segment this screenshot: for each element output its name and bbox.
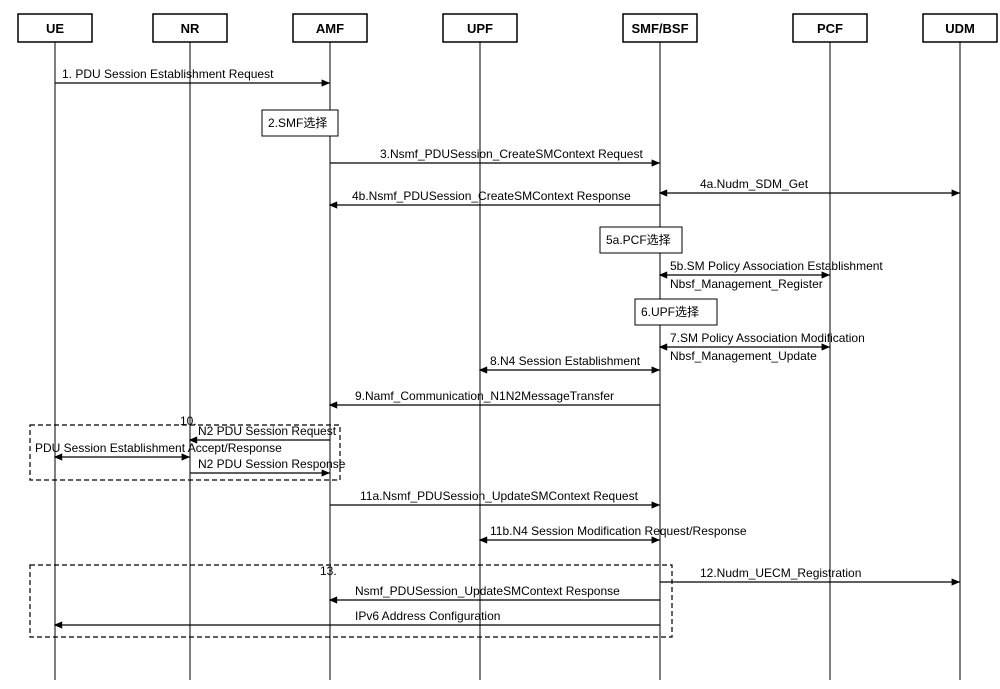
message-m4a: 4a.Nudm_SDM_Get [660, 177, 960, 193]
participant-UE: UE [18, 14, 92, 42]
message-label-m7b: Nbsf_Management_Update [670, 349, 817, 363]
participant-PCF: PCF [793, 14, 867, 42]
participant-NR: NR [153, 14, 227, 42]
message-m11b: 11b.N4 Session Modification Request/Resp… [480, 524, 747, 540]
message-m7b: Nbsf_Management_Update [670, 349, 817, 363]
participant-label-UPF: UPF [467, 21, 493, 36]
note-label-n2: 2.SMF选择 [268, 116, 327, 130]
message-label-m5b2: Nbsf_Management_Register [670, 277, 823, 291]
message-label-m7a: 7.SM Policy Association Modification [670, 331, 865, 345]
message-m11a: 11a.Nsmf_PDUSession_UpdateSMContext Requ… [330, 489, 660, 505]
message-m5b1: 5b.SM Policy Association Establishment [660, 259, 883, 275]
message-label-m10c: N2 PDU Session Response [198, 457, 346, 471]
message-label-m13a: Nsmf_PDUSession_UpdateSMContext Response [355, 584, 620, 598]
message-m12: 12.Nudm_UECM_Registration [660, 566, 960, 582]
message-label-m8: 8.N4 Session Establishment [490, 354, 641, 368]
participant-UDM: UDM [923, 14, 997, 42]
message-label-m13b: IPv6 Address Configuration [355, 609, 500, 623]
fragment-f13 [30, 565, 672, 637]
message-label-m10a: N2 PDU Session Request [198, 424, 337, 438]
sequence-diagram: 2.SMF选择 5a.PCF选择 6.UPF选择 1. PDU Session Es… [0, 0, 1000, 689]
message-label-m10b: PDU Session Establishment Accept/Respons… [35, 441, 282, 455]
message-m8: 8.N4 Session Establishment [480, 354, 660, 370]
participant-label-UDM: UDM [945, 21, 975, 36]
participant-AMF: AMF [293, 14, 367, 42]
message-label-m13lbl: 13. [320, 564, 337, 578]
message-m10c: N2 PDU Session Response [190, 457, 346, 473]
note-n2: 2.SMF选择 [262, 110, 338, 136]
message-m10a: N2 PDU Session Request [190, 424, 337, 440]
participant-label-UE: UE [46, 21, 64, 36]
participant-label-NR: NR [181, 21, 200, 36]
message-label-m11a: 11a.Nsmf_PDUSession_UpdateSMContext Requ… [360, 489, 639, 503]
message-m5b2: Nbsf_Management_Register [670, 277, 823, 291]
message-m13b: IPv6 Address Configuration [55, 609, 660, 625]
message-m7a: 7.SM Policy Association Modification [660, 331, 865, 347]
message-m9: 9.Namf_Communication_N1N2MessageTransfer [330, 389, 660, 405]
message-label-m9: 9.Namf_Communication_N1N2MessageTransfer [355, 389, 614, 403]
message-m1: 1. PDU Session Establishment Request [55, 67, 330, 83]
message-label-m4a: 4a.Nudm_SDM_Get [700, 177, 809, 191]
message-label-m5b1: 5b.SM Policy Association Establishment [670, 259, 883, 273]
message-label-m1: 1. PDU Session Establishment Request [62, 67, 274, 81]
message-m13a: Nsmf_PDUSession_UpdateSMContext Response [330, 584, 660, 600]
message-label-m10lbl: 10. [180, 414, 197, 428]
message-label-m4b: 4b.Nsmf_PDUSession_CreateSMContext Respo… [352, 189, 631, 203]
participant-SMFBSF: SMF/BSF [623, 14, 697, 42]
note-label-n5a: 5a.PCF选择 [606, 233, 671, 247]
message-label-m11b: 11b.N4 Session Modification Request/Resp… [490, 524, 747, 538]
message-m4b: 4b.Nsmf_PDUSession_CreateSMContext Respo… [330, 189, 660, 205]
message-m10b: PDU Session Establishment Accept/Respons… [35, 441, 282, 457]
message-m10lbl: 10. [180, 414, 197, 428]
message-label-m12: 12.Nudm_UECM_Registration [700, 566, 861, 580]
note-label-n6: 6.UPF选择 [641, 305, 699, 319]
message-m13lbl: 13. [320, 564, 337, 578]
message-m3: 3.Nsmf_PDUSession_CreateSMContext Reques… [330, 147, 660, 163]
message-label-m3: 3.Nsmf_PDUSession_CreateSMContext Reques… [380, 147, 643, 161]
note-n5a: 5a.PCF选择 [600, 227, 682, 253]
note-n6: 6.UPF选择 [635, 299, 717, 325]
participant-label-PCF: PCF [817, 21, 843, 36]
participant-UPF: UPF [443, 14, 517, 42]
participant-label-SMFBSF: SMF/BSF [631, 21, 688, 36]
participant-label-AMF: AMF [316, 21, 344, 36]
